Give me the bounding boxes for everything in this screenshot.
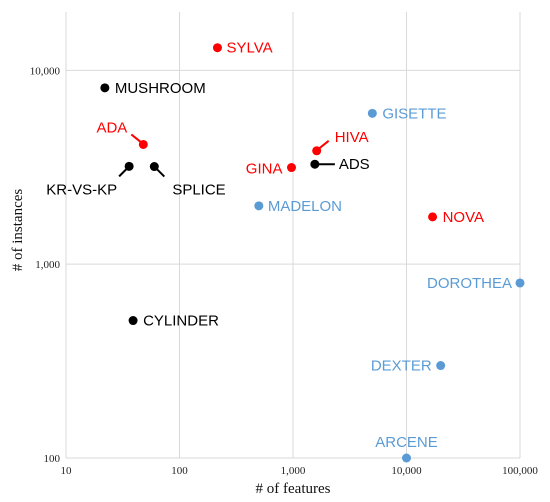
y-tick-label: 10,000 (30, 65, 61, 77)
point-arcene (402, 453, 411, 463)
points-layer: SYLVA MUSHROOM ADA KR-VS-KP SPLICE GISETTE HIV… (46, 40, 525, 463)
grid-layer (65, 12, 521, 459)
point-hiva (312, 146, 322, 156)
point-label-ads: ADS (339, 156, 370, 173)
point-kr-vs-kp (124, 161, 134, 171)
point-label-cylinder: CYLINDER (143, 313, 219, 330)
point-sylva (212, 43, 222, 53)
point-label-sylva: SYLVA (226, 40, 272, 57)
point-cylinder (128, 316, 138, 326)
y-axis-title: # of instances (10, 189, 26, 272)
y-tick-label: 1,000 (35, 259, 60, 271)
point-madelon (254, 201, 264, 211)
point-gina (286, 163, 296, 173)
point-dexter (436, 361, 446, 371)
point-splice (149, 162, 159, 172)
point-mushroom (100, 83, 110, 93)
point-label-mushroom: MUSHROOM (115, 80, 206, 97)
x-axis-title: # of features (256, 481, 331, 497)
point-label-nova: NOVA (443, 209, 484, 226)
leader-line-splice (155, 167, 166, 178)
point-label-kr-vs-kp: KR-VS-KP (46, 181, 117, 198)
x-tick-label: 10 (61, 465, 73, 477)
point-label-arcene: ARCENE (375, 434, 438, 451)
y-tick-label: 100 (44, 453, 61, 465)
x-tick-label: 1,000 (281, 465, 306, 477)
x-tick-label: 100,000 (502, 465, 538, 477)
point-label-madelon: MADELON (268, 198, 342, 215)
point-ads (310, 159, 320, 169)
leader-line-ada (130, 133, 142, 144)
point-label-ada: ADA (96, 119, 127, 136)
x-tick-label: 10,000 (391, 465, 422, 477)
point-nova (428, 212, 438, 222)
point-label-dorothea: DOROTHEA (427, 275, 512, 292)
point-gisette (367, 108, 377, 118)
leader-line-hiva (318, 140, 330, 150)
point-label-gisette: GISETTE (382, 105, 446, 122)
leader-line-kr-vs-kp (118, 167, 128, 178)
point-dorothea (515, 278, 525, 288)
point-label-dexter: DEXTER (371, 358, 432, 375)
point-ada (138, 139, 148, 149)
point-label-hiva: HIVA (335, 129, 369, 146)
x-tick-label: 100 (171, 465, 188, 477)
point-label-splice: SPLICE (172, 182, 225, 199)
point-label-gina: GINA (246, 161, 283, 178)
